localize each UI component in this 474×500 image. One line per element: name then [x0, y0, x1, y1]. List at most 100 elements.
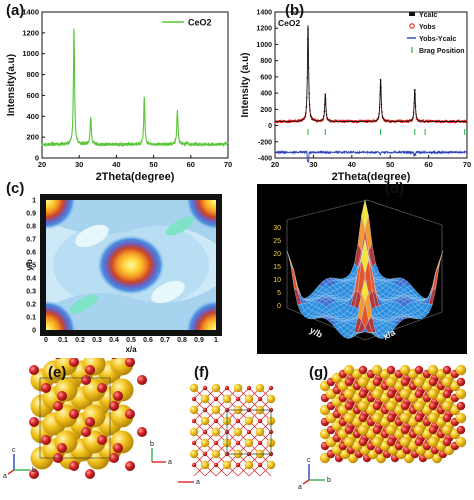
x-tick-label: 30 [309, 160, 317, 169]
ce-atom [201, 461, 209, 469]
ce-atom [234, 428, 242, 436]
o-atom [225, 386, 229, 390]
axis-triad: b a [150, 441, 172, 466]
o-atom [373, 426, 381, 434]
ce-atom [212, 406, 220, 414]
legend-swatch [410, 24, 414, 28]
o-atom [387, 438, 395, 446]
o-atom [113, 391, 123, 401]
ce-atom [456, 413, 466, 423]
legend-label: Yobs-Ycalc [419, 36, 456, 43]
o-atom [359, 414, 367, 422]
ce-atom [386, 425, 396, 435]
x-tick-label: 0.6 [143, 337, 153, 344]
x-tick-label: 0.3 [92, 337, 102, 344]
o-atom [443, 438, 451, 446]
o-atom [373, 378, 381, 386]
ce-atom [456, 389, 466, 399]
o-atom [387, 414, 395, 422]
y-axis-label: Intensity (a.u) [240, 52, 251, 117]
ce-atom [414, 425, 424, 435]
x-tick-label: 70 [224, 160, 232, 169]
o-atom [345, 402, 353, 410]
ce-atom [267, 461, 275, 469]
o-atom [345, 426, 353, 434]
y-tick-label: 0.1 [26, 315, 36, 322]
y-tick-label: 1 [32, 198, 36, 205]
o-atom [258, 419, 262, 423]
y-tick-label: 1400 [22, 8, 39, 17]
legend-label: CeO2 [188, 18, 212, 28]
ce-atom [344, 413, 354, 423]
y-tick-label: 1200 [256, 26, 272, 33]
y-tick-label: 0.8 [26, 224, 36, 231]
axis-a-label: a [298, 484, 302, 491]
y-tick-label: 800 [26, 70, 39, 79]
ce-atom [428, 365, 438, 375]
z-tick-label: 20 [273, 251, 281, 258]
o-atom [214, 397, 218, 401]
o-atom [258, 397, 262, 401]
x-tick-label: 1 [214, 337, 218, 344]
o-atom [57, 443, 67, 453]
axis-c-label: c [307, 457, 311, 464]
axis-b-label: b [32, 467, 36, 474]
ce-atom [190, 384, 198, 392]
x-tick-label: 0.4 [109, 337, 119, 344]
o-atom [269, 386, 273, 390]
y-tick-label: 400 [26, 112, 39, 121]
o-atom [214, 463, 218, 467]
ce-atom [223, 395, 231, 403]
x-tick-label: 0.1 [58, 337, 68, 344]
ce-atom [456, 365, 466, 375]
center-maximum [97, 235, 165, 295]
y-tick-label: 0 [268, 123, 272, 130]
panel-g-label: (g) [309, 364, 328, 381]
corner-maximum [16, 300, 76, 358]
o-atom [401, 402, 409, 410]
o-atom [236, 397, 240, 401]
ce-atom [201, 439, 209, 447]
ce-atom [442, 401, 452, 411]
ce-atom [442, 425, 452, 435]
ce-atom [256, 384, 264, 392]
ce-atom [400, 413, 410, 423]
o-atom [345, 378, 353, 386]
ce-atom [190, 406, 198, 414]
plot-frame [42, 12, 228, 158]
o-atom [429, 402, 437, 410]
o-atom [109, 453, 119, 463]
o-atom [85, 365, 95, 375]
o-atom [258, 463, 262, 467]
o-atom [236, 463, 240, 467]
axis-b-label: b [327, 477, 331, 484]
o-atom [415, 414, 423, 422]
panel-a-label: (a) [6, 2, 24, 19]
legend-swatch [409, 12, 415, 16]
o-atom [415, 390, 423, 398]
ce-atom [201, 395, 209, 403]
x-tick-label: 0.7 [160, 337, 170, 344]
x-tick-label: 0.2 [75, 337, 85, 344]
ce-atom [400, 389, 410, 399]
ce-atom [386, 377, 396, 387]
panel-g: c b a (g) [295, 358, 474, 495]
panel-f-label: (f) [194, 364, 209, 381]
o-atom [125, 461, 135, 471]
legend-label: Ycalc [419, 12, 437, 19]
series-line-ceo2 [42, 29, 228, 146]
ce-atom [344, 365, 354, 375]
o-atom [97, 383, 107, 393]
axis-a-label: a [3, 473, 7, 480]
o-atom [29, 365, 39, 375]
o-atom [415, 366, 423, 374]
o-atom [429, 426, 437, 434]
o-atom [373, 402, 381, 410]
ce-atom [372, 389, 382, 399]
o-atom [53, 401, 63, 411]
